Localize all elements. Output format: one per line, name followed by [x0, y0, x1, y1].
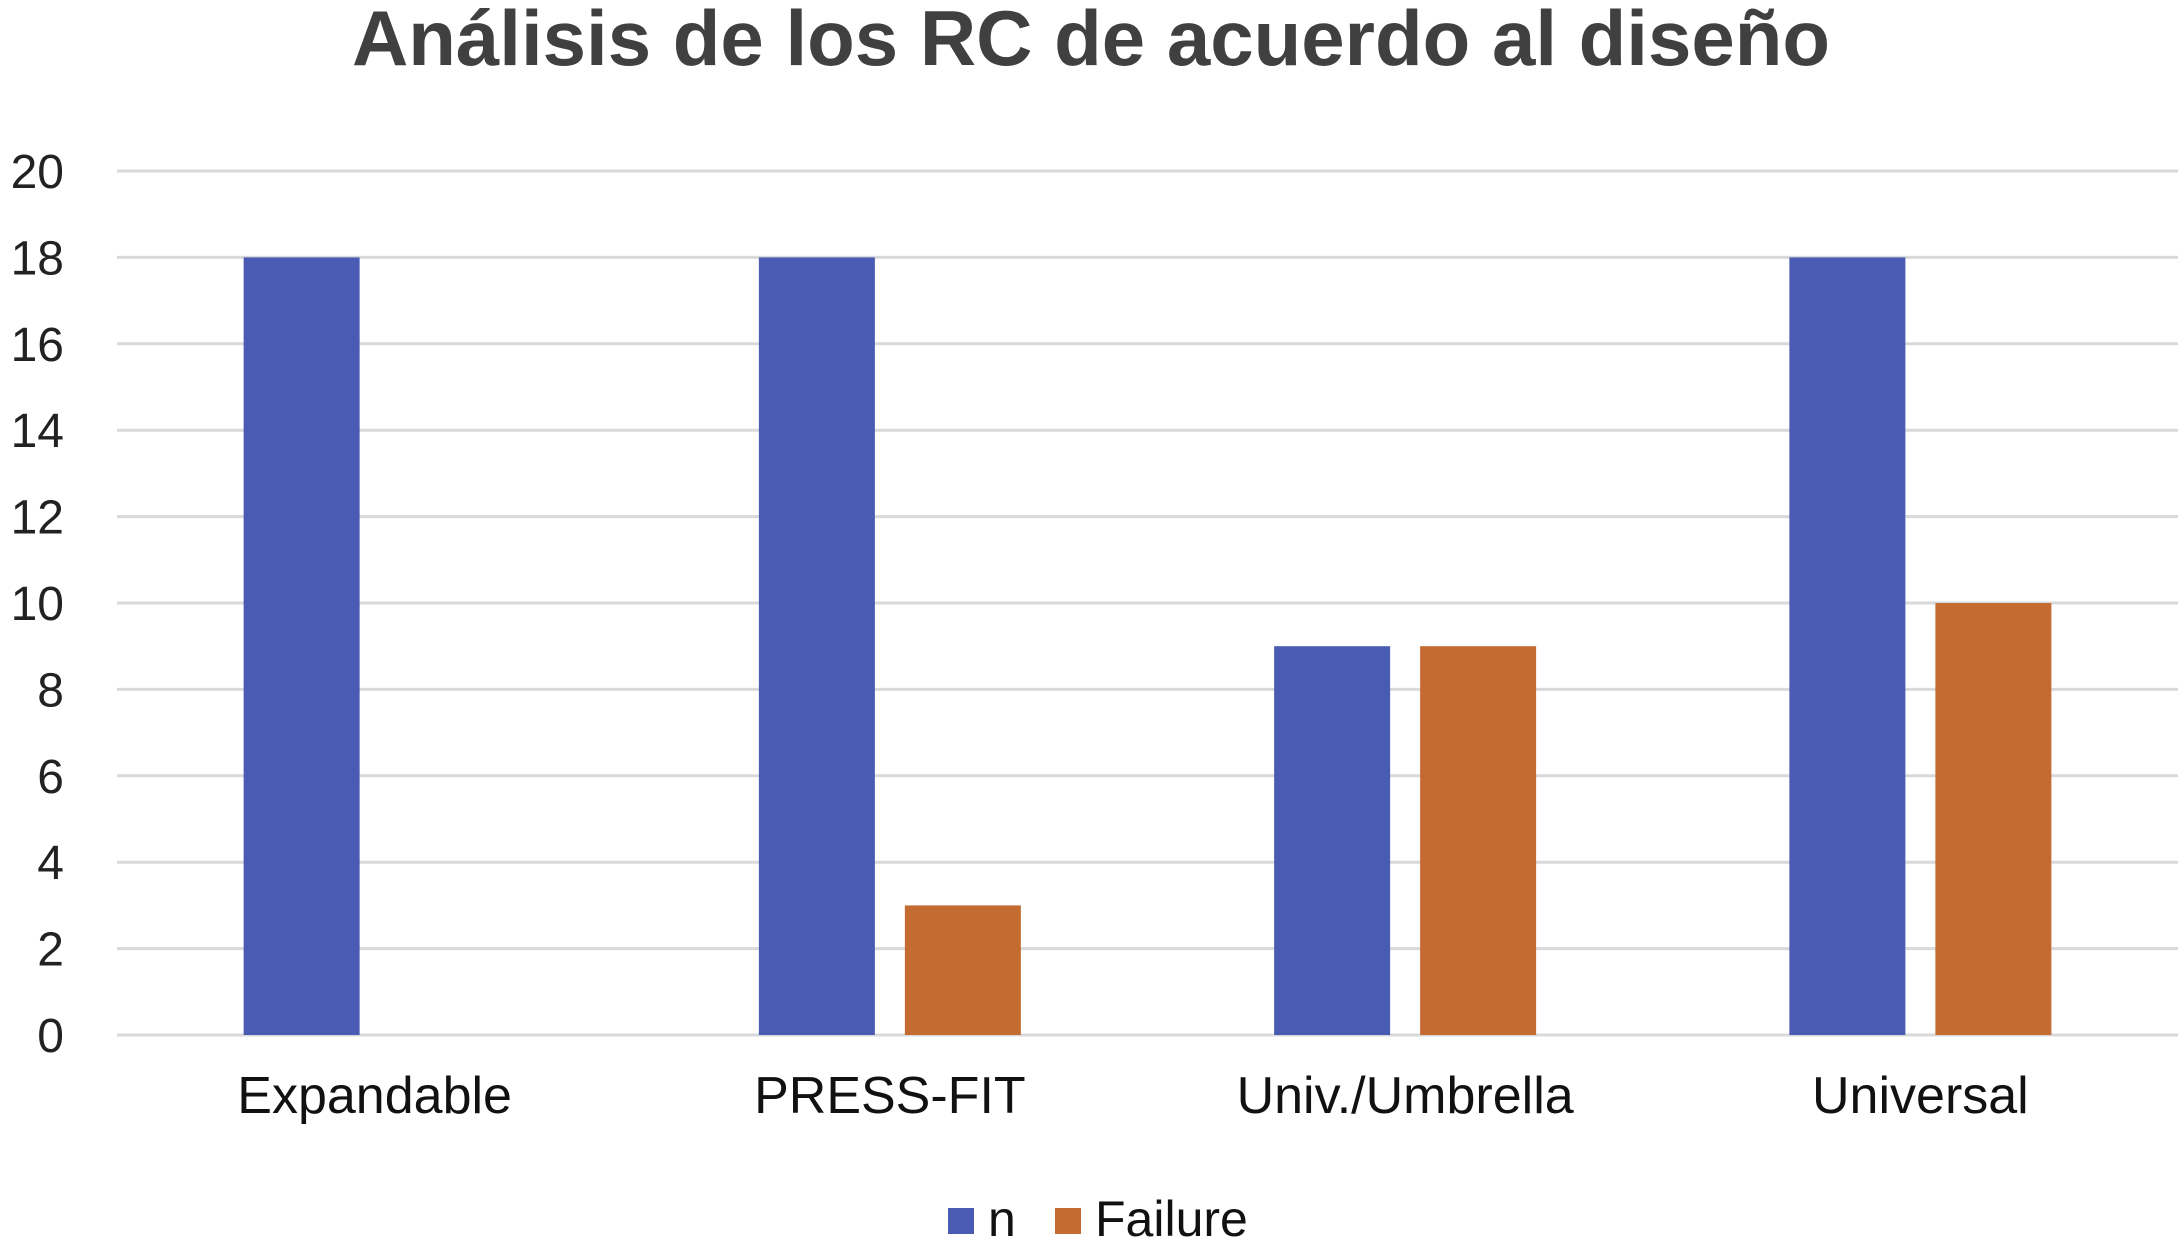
bar-failure-3	[1935, 603, 2052, 1035]
bar-failure-2	[1420, 646, 1537, 1035]
y-tick-label: 12	[11, 492, 64, 545]
bar-n-2	[1274, 646, 1391, 1035]
chart-title: Análisis de los RC de acuerdo al diseño	[352, 0, 1830, 82]
bar-n-1	[758, 257, 875, 1035]
bar-n-0	[243, 257, 360, 1035]
x-category-label: Univ./Umbrella	[1237, 1067, 1574, 1125]
x-axis-category-labels: Expandable PRESS-FIT Univ./Umbrella Univers…	[237, 1067, 2028, 1125]
x-category-label: Universal	[1812, 1067, 2029, 1125]
x-category-label: PRESS-FIT	[754, 1067, 1026, 1125]
x-category-label: Expandable	[237, 1067, 512, 1125]
y-tick-label: 20	[11, 146, 64, 199]
y-tick-label: 16	[11, 319, 64, 372]
legend-label-n: n	[988, 1191, 1016, 1247]
y-tick-label: 4	[37, 837, 64, 890]
legend-swatch-failure	[1055, 1208, 1081, 1234]
y-tick-label: 14	[11, 405, 64, 458]
y-tick-label: 18	[11, 232, 64, 285]
legend-label-failure: Failure	[1095, 1191, 1248, 1247]
bars	[243, 257, 2052, 1035]
y-tick-label: 6	[37, 751, 64, 804]
y-tick-label: 0	[37, 1010, 64, 1063]
bar-failure-1	[904, 905, 1021, 1035]
y-tick-label: 8	[37, 664, 64, 717]
legend: n Failure	[948, 1191, 1248, 1247]
legend-swatch-n	[948, 1208, 974, 1234]
y-axis-tick-labels: 0 2 4 6 8 10 12 14 16 18 20	[11, 146, 64, 1063]
bar-n-3	[1789, 257, 1906, 1035]
y-tick-label: 10	[11, 578, 64, 631]
y-tick-label: 2	[37, 924, 64, 977]
